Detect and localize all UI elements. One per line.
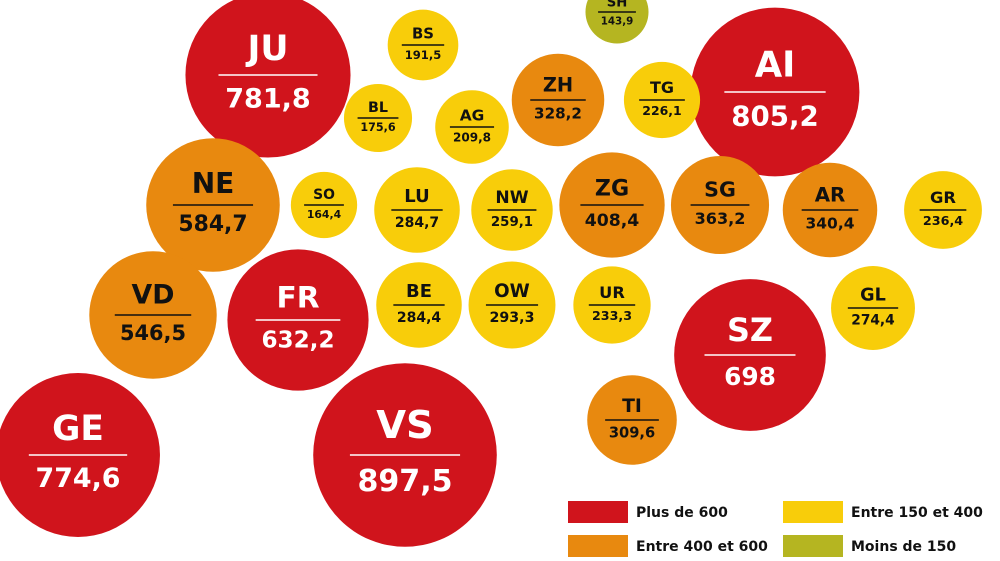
legend-label: Moins de 150 xyxy=(851,539,956,555)
canton-label: NE xyxy=(192,167,235,200)
canton-label: SZ xyxy=(727,311,773,349)
canton-label: TG xyxy=(650,78,674,97)
value-label: 781,8 xyxy=(225,83,311,114)
canton-label: TI xyxy=(622,396,642,417)
value-label: 309,6 xyxy=(609,424,655,441)
value-label: 897,5 xyxy=(357,464,452,499)
canton-label: AI xyxy=(755,45,796,86)
canton-label: GE xyxy=(52,409,104,449)
legend-label: Entre 150 et 400 xyxy=(851,505,983,521)
canton-label: SO xyxy=(313,187,335,203)
canton-label: GL xyxy=(860,285,886,305)
value-label: 774,6 xyxy=(36,463,121,494)
canton-label: ZH xyxy=(543,74,573,97)
value-label: 209,8 xyxy=(453,131,491,145)
value-label: 175,6 xyxy=(360,121,395,134)
value-label: 259,1 xyxy=(491,215,533,230)
value-label: 363,2 xyxy=(695,209,746,228)
canton-label: BS xyxy=(412,25,434,42)
canton-label: UR xyxy=(599,283,625,302)
canton-label: BL xyxy=(368,100,388,116)
legend-label: Entre 400 et 600 xyxy=(636,539,768,555)
value-label: 805,2 xyxy=(731,99,818,132)
value-label: 164,4 xyxy=(307,208,342,221)
value-label: 340,4 xyxy=(806,215,855,233)
canton-label: VD xyxy=(132,279,175,310)
value-label: 284,7 xyxy=(395,215,439,231)
value-label: 546,5 xyxy=(120,321,186,345)
value-label: 274,4 xyxy=(851,313,894,329)
legend-swatch xyxy=(568,535,628,557)
canton-label: JU xyxy=(245,29,288,69)
legend-swatch xyxy=(568,501,628,523)
value-label: 328,2 xyxy=(534,104,582,122)
legend-label: Plus de 600 xyxy=(636,505,728,521)
canton-label: GR xyxy=(930,188,956,207)
canton-label: AR xyxy=(815,183,846,206)
value-label: 236,4 xyxy=(923,214,963,229)
bubble xyxy=(585,0,649,44)
canton-label: AG xyxy=(460,106,485,124)
value-label: 698 xyxy=(724,362,776,391)
value-label: 584,7 xyxy=(178,212,247,237)
value-label: 226,1 xyxy=(642,103,681,118)
bubble xyxy=(185,0,351,158)
legend-swatch xyxy=(783,501,843,523)
value-label: 191,5 xyxy=(405,48,442,62)
canton-label: ZG xyxy=(595,176,629,202)
canton-label: SG xyxy=(704,177,736,201)
canton-label: VS xyxy=(376,403,434,448)
value-label: 408,4 xyxy=(585,211,640,231)
canton-label: OW xyxy=(494,281,530,302)
canton-label: SH xyxy=(607,0,628,11)
legend-swatch xyxy=(783,535,843,557)
value-label: 233,3 xyxy=(592,308,632,323)
value-label: 632,2 xyxy=(261,328,334,354)
canton-label: LU xyxy=(404,186,429,207)
canton-label: BE xyxy=(406,281,432,302)
canton-label: NW xyxy=(495,188,528,208)
value-label: 293,3 xyxy=(490,310,535,326)
value-label: 143,9 xyxy=(601,15,634,27)
value-label: 284,4 xyxy=(397,310,442,326)
canton-label: FR xyxy=(276,279,319,314)
